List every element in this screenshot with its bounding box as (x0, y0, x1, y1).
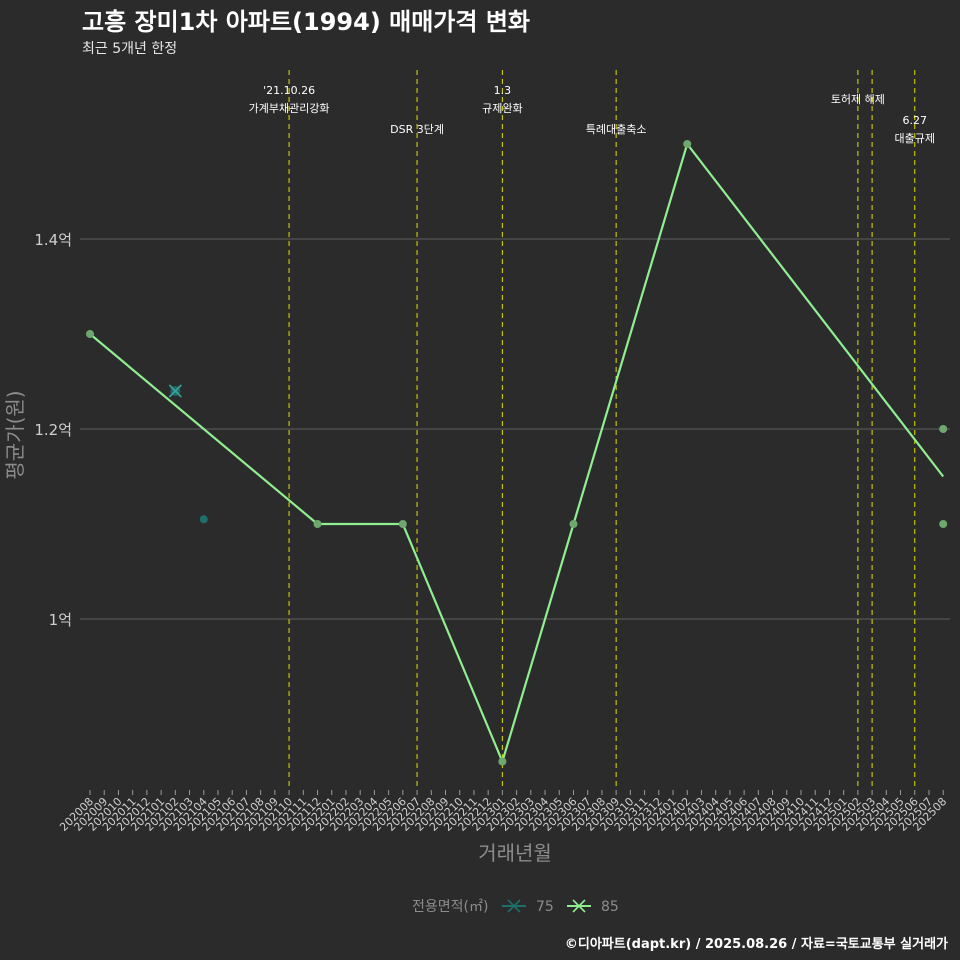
x-axis-ticks: 2020082020092020102020112020122021012021… (57, 790, 949, 834)
legend-key-75 (502, 899, 526, 913)
y-axis-title: 평균가(원) (3, 390, 27, 479)
y-tick-label: 1.2억 (34, 421, 72, 439)
event-annotation: 1.3 (494, 84, 512, 97)
legend-key-85 (567, 899, 591, 913)
series-85-point (939, 520, 948, 528)
data-series (86, 140, 948, 766)
series-85-point (313, 520, 322, 528)
series-85-line (89, 141, 945, 765)
y-tick-label: 1.4억 (34, 231, 72, 249)
y-axis-ticks: 1억 1.2억 1.4억 (34, 231, 72, 629)
event-annotation: 6.27 (903, 114, 928, 127)
event-annotation: 토허제 해제 (831, 92, 885, 106)
event-annotation: 특례대출축소 (586, 123, 647, 136)
legend-title: 전용면적(㎡) (412, 899, 488, 915)
event-annotation: '21.10.26 (263, 84, 315, 97)
legend-label-85: 85 (601, 899, 619, 915)
event-annotation: 규제완화 (482, 102, 522, 115)
event-annotation: 가계부채관리강화 (249, 102, 330, 115)
series-85-point (683, 140, 692, 148)
legend: 전용면적(㎡) 75 85 (412, 899, 619, 915)
event-annotation: DSR 3단계 (390, 123, 444, 136)
x-axis-title: 거래년월 (478, 841, 552, 865)
series-85-point (498, 757, 507, 766)
chart-title: 고흥 장미1차 아파트(1994) 매매가격 변화 (82, 8, 530, 36)
series-75-point-x (168, 384, 182, 398)
source-caption: ©디아파트(dapt.kr) / 2025.08.26 / 자료=국토교통부 실… (564, 937, 948, 952)
chart-subtitle: 최근 5개년 한정 (82, 41, 178, 57)
y-tick-label: 1억 (49, 611, 72, 629)
series-85-point (86, 330, 94, 338)
grid-lines (80, 238, 950, 620)
legend-label-75: 75 (536, 899, 554, 915)
series-85-point (569, 520, 578, 528)
series-85-point (939, 425, 948, 433)
series-75-point (199, 515, 208, 524)
event-annotation: 대출규제 (895, 132, 935, 145)
series-85-point (398, 520, 407, 528)
